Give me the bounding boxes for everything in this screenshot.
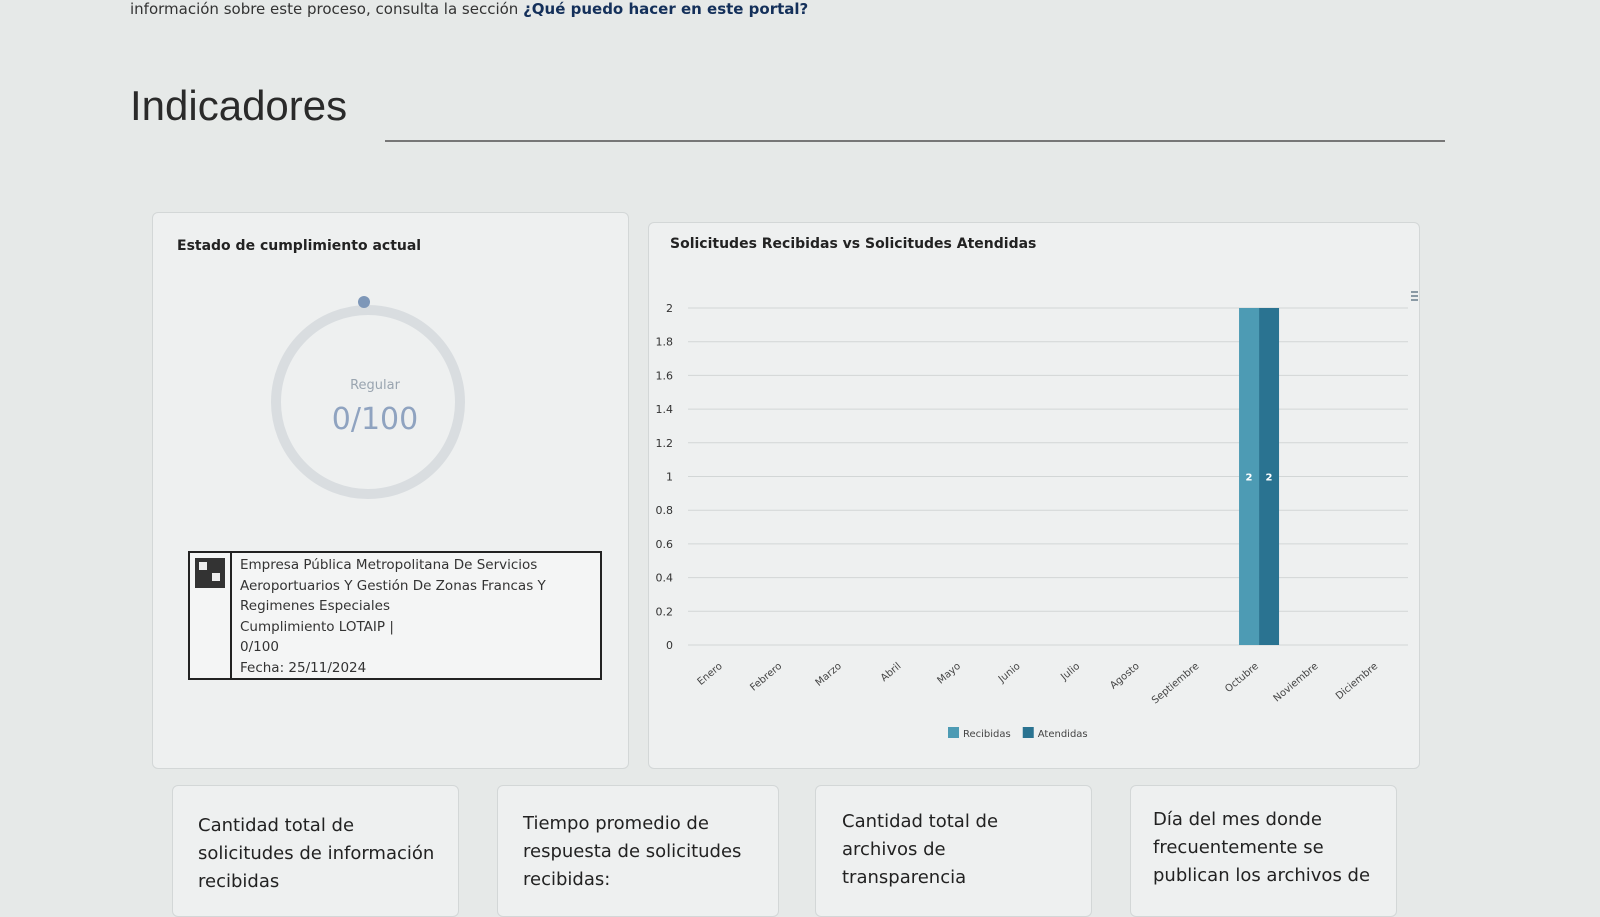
legend-label: Atendidas	[1038, 729, 1088, 740]
y-tick-label: 1.4	[656, 403, 674, 416]
chart-card	[648, 222, 1420, 769]
badge: Empresa Pública Metropolitana De Servici…	[188, 551, 602, 680]
legend-swatch	[1022, 727, 1034, 738]
bar	[1259, 308, 1280, 645]
x-tick-label: Enero	[696, 661, 725, 688]
stat-title: Día del mes donde frecuentemente se publ…	[1153, 809, 1371, 886]
x-tick-label: Noviembre	[1272, 661, 1321, 705]
qr-icon	[195, 553, 232, 678]
bar-value-label: 2	[1266, 473, 1273, 484]
y-tick-label: 0.6	[656, 538, 674, 551]
stat-title: Cantidad total de archivos de transparen…	[842, 811, 999, 888]
badge-line: Fecha: 25/11/2024	[240, 659, 367, 676]
x-tick-label: Diciembre	[1334, 661, 1380, 702]
y-tick-label: 0.2	[656, 605, 674, 618]
title-rule	[385, 140, 1445, 142]
gauge-knob	[358, 296, 370, 308]
stat-card	[172, 785, 459, 917]
section-title: Indicadores	[130, 82, 348, 129]
chart-title: Solicitudes Recibidas vs Solicitudes Ate…	[670, 236, 1036, 252]
y-tick-label: 0	[666, 639, 673, 652]
intro: información sobre este proceso, consulta…	[130, 0, 519, 18]
x-tick-label: Septiembre	[1150, 661, 1201, 707]
menu-icon[interactable]	[1411, 291, 1418, 301]
x-tick-label: Octubre	[1223, 661, 1261, 695]
badge-line: Empresa Pública Metropolitana De Servici…	[240, 557, 538, 573]
y-tick-label: 1.8	[656, 336, 674, 349]
y-tick-label: 1.2	[656, 437, 674, 450]
y-tick-label: 1.6	[656, 369, 674, 382]
x-tick-label: Junio	[996, 661, 1023, 686]
stat-title: Tiempo promedio de respuesta de solicitu…	[523, 813, 742, 890]
intro-text: información sobre este proceso, consulta…	[130, 0, 808, 18]
y-tick-label: 2	[666, 302, 673, 315]
legend-swatch	[948, 727, 959, 738]
badge-line: 0/100	[240, 639, 279, 655]
compliance-title: Estado de cumplimiento actual	[177, 238, 422, 254]
x-tick-label: Julio	[1058, 661, 1082, 684]
bar	[1239, 308, 1260, 645]
x-tick-label: Marzo	[814, 661, 844, 689]
y-tick-label: 0.8	[656, 504, 674, 517]
badge-text: Empresa Pública Metropolitana De Servici…	[240, 555, 546, 678]
badge-line: Regimenes Especiales	[240, 598, 391, 614]
x-tick-label: Agosto	[1108, 661, 1142, 692]
intro-link[interactable]: ¿Qué puedo hacer en este portal?	[523, 0, 809, 18]
stat-card	[1130, 785, 1397, 917]
x-tick-label: Mayo	[935, 661, 963, 687]
gauge-status: Regular	[350, 378, 400, 393]
badge-line: Cumplimiento LOTAIP |	[240, 618, 394, 635]
gauge	[271, 296, 465, 499]
badge-line: Aeroportuarios Y Gestión De Zonas Franca…	[240, 577, 546, 594]
y-tick-label: 0.4	[656, 572, 674, 585]
x-tick-label: Febrero	[748, 661, 784, 694]
gauge-score: 0/100	[331, 402, 419, 437]
legend-label: Recibidas	[963, 729, 1011, 740]
gauge-track	[271, 305, 465, 499]
stat-title: Cantidad total de solicitudes de informa…	[198, 815, 435, 892]
bar-value-label: 2	[1246, 473, 1253, 484]
y-tick-label: 1	[666, 471, 673, 484]
x-tick-label: Abril	[879, 661, 904, 684]
chart: Solicitudes Recibidas vs Solicitudes Ate…	[656, 236, 1418, 740]
